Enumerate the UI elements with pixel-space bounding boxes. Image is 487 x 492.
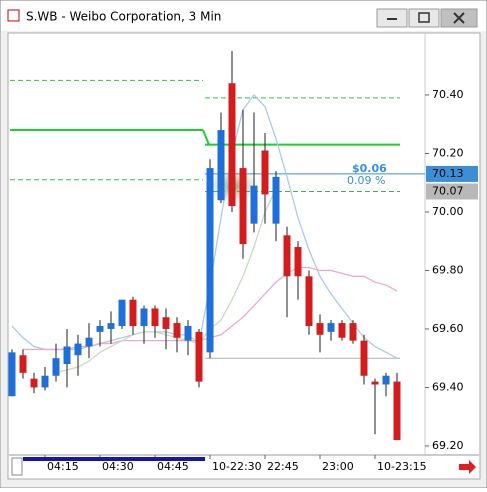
chart-area xyxy=(7,32,481,480)
candle-body xyxy=(206,168,214,353)
change-annotation: $0.06 xyxy=(352,162,387,175)
candle-body xyxy=(305,276,313,327)
x-tick-label: 04:30 xyxy=(102,460,134,473)
candle-body xyxy=(173,323,181,338)
candle-body xyxy=(382,375,390,385)
candle-body xyxy=(338,323,346,338)
candle-body xyxy=(30,378,38,388)
candle-body xyxy=(371,381,379,385)
candle-body xyxy=(129,299,137,327)
candle-body xyxy=(63,346,71,365)
x-tick-label: 04:15 xyxy=(47,460,79,473)
candle-body xyxy=(52,358,60,376)
candle-body xyxy=(272,176,280,224)
candle-body xyxy=(283,235,291,277)
x-tick-label: 23:00 xyxy=(322,460,354,473)
candle-body xyxy=(184,326,192,341)
candle-body xyxy=(239,168,247,245)
y-tick-label: 70.20 xyxy=(432,146,464,159)
price-label-box xyxy=(426,165,478,182)
candle-body xyxy=(217,130,225,201)
candle-body xyxy=(327,323,335,332)
app-icon xyxy=(7,9,20,22)
close-icon xyxy=(453,12,465,24)
candle-body xyxy=(195,331,203,382)
candle-body xyxy=(349,323,357,341)
maximize-button[interactable] xyxy=(408,8,440,28)
level-connector xyxy=(202,129,210,146)
candle-body xyxy=(118,299,126,327)
candle-body xyxy=(228,83,236,207)
y-tick-label: 69.80 xyxy=(432,263,464,276)
candle-body xyxy=(85,337,93,347)
candle-body xyxy=(261,150,269,195)
x-tick-label: 04:45 xyxy=(157,460,189,473)
price-label: 70.07 xyxy=(432,184,464,197)
candle-body xyxy=(74,343,82,356)
price-label: 70.13 xyxy=(432,167,464,180)
y-tick-label: 69.60 xyxy=(432,322,464,335)
x-tick-label: 10-23:15 xyxy=(377,460,427,473)
candle-body xyxy=(19,355,27,373)
y-tick-label: 69.40 xyxy=(432,380,464,393)
price-label-box xyxy=(426,183,478,200)
change-annotation: 0.09 % xyxy=(347,174,385,187)
y-tick-label: 70.40 xyxy=(432,88,464,101)
candle-body xyxy=(140,308,148,327)
y-tick-label: 70.00 xyxy=(432,205,464,218)
scroll-right-arrow[interactable] xyxy=(459,460,476,474)
candle-body xyxy=(294,247,302,277)
candle-body xyxy=(316,323,324,335)
candle-body xyxy=(393,381,401,441)
plot: 70.40 70.20 70.00 69.80 69.60 69.40 69.20 04:15… xyxy=(8,51,478,473)
candle-body xyxy=(162,317,170,329)
candle-body xyxy=(360,340,368,376)
candle-body xyxy=(96,326,104,332)
scroll-bar[interactable] xyxy=(23,457,205,461)
maximize-icon xyxy=(418,12,430,23)
x-tick-label: 22:45 xyxy=(267,460,299,473)
candle-body xyxy=(107,323,115,329)
y-tick-label: 69.20 xyxy=(432,439,464,452)
candle-body xyxy=(151,308,159,327)
candle-body xyxy=(8,352,16,397)
x-tick-label: 10-22:30 xyxy=(212,460,262,473)
window-title: S.WB - Weibo Corporation, 3 Min xyxy=(26,10,221,24)
candle-body xyxy=(41,375,49,388)
candle-body xyxy=(250,185,258,224)
scroll-box[interactable] xyxy=(11,457,23,476)
